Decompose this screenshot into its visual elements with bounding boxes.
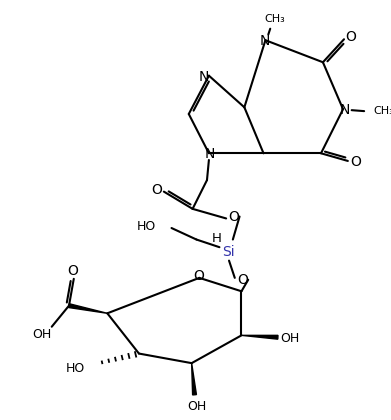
Text: N: N <box>259 34 270 48</box>
Text: O: O <box>345 30 356 45</box>
Text: N: N <box>199 70 209 84</box>
Text: CH₃: CH₃ <box>265 14 285 24</box>
Text: O: O <box>350 155 361 169</box>
Text: CH₃: CH₃ <box>373 106 391 116</box>
Text: Si: Si <box>222 245 234 259</box>
Text: N: N <box>204 147 215 161</box>
Text: O: O <box>151 183 161 197</box>
Text: HO: HO <box>137 220 156 233</box>
Text: OH: OH <box>187 400 206 413</box>
Text: N: N <box>340 103 350 117</box>
Polygon shape <box>68 304 107 313</box>
Polygon shape <box>192 363 196 395</box>
Text: OH: OH <box>281 332 300 345</box>
Polygon shape <box>242 335 278 339</box>
Text: O: O <box>228 210 239 223</box>
Text: O: O <box>237 273 248 287</box>
Text: OH: OH <box>32 328 52 341</box>
Text: H: H <box>212 232 221 245</box>
Text: HO: HO <box>66 362 85 375</box>
Text: O: O <box>67 264 78 278</box>
Text: O: O <box>193 269 204 283</box>
